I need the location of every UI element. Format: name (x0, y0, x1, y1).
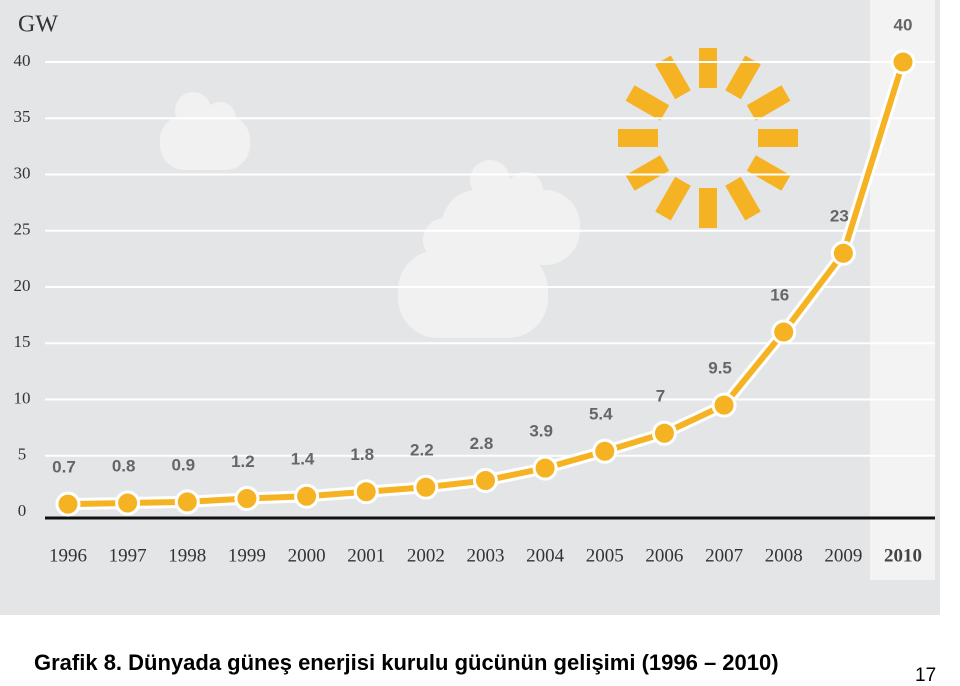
x-tick-label: 2005 (586, 545, 624, 566)
x-tick-label: 2010 (884, 545, 922, 566)
point (771, 319, 797, 345)
y-tick-label: 5 (18, 445, 27, 464)
point (115, 490, 141, 516)
point (353, 479, 379, 505)
x-tick-label: 1998 (168, 545, 206, 566)
value-label: 9.5 (708, 359, 732, 378)
point (592, 438, 618, 464)
point (711, 392, 737, 418)
y-tick-label: 10 (14, 388, 31, 407)
page-number: 17 (915, 665, 936, 686)
point (55, 491, 81, 517)
point (473, 468, 498, 493)
value-label: 1.2 (231, 452, 255, 471)
point (890, 49, 916, 75)
point (651, 420, 677, 446)
value-label: 7 (656, 387, 665, 406)
value-label: 0.7 (52, 458, 76, 477)
x-tick-label: 2006 (645, 545, 683, 566)
point (294, 483, 320, 509)
value-label: 2.8 (470, 434, 494, 453)
y-axis-label: GW (18, 12, 58, 38)
caption: Grafik 8. Dünyada güneş enerjisi kurulu … (34, 650, 779, 675)
x-tick-label: 1999 (228, 545, 266, 566)
value-label: 5.4 (589, 405, 613, 424)
y-tick-label: 40 (14, 51, 31, 70)
point (413, 474, 439, 500)
value-label: 0.8 (112, 456, 136, 475)
value-label: 16 (770, 285, 789, 304)
point (174, 489, 200, 515)
value-label: 1.8 (350, 445, 374, 464)
x-tick-label: 2004 (526, 545, 565, 566)
x-tick-label: 2007 (705, 545, 743, 566)
y-tick-label: 15 (14, 332, 31, 351)
x-tick-label: 2002 (407, 545, 445, 566)
sun (618, 48, 798, 228)
x-tick-label: 2009 (824, 545, 862, 566)
x-tick-label: 1996 (49, 545, 87, 566)
x-tick-label: 2000 (288, 545, 326, 566)
y-tick-label: 35 (14, 107, 31, 126)
value-label: 23 (830, 207, 849, 226)
x-tick-label: 1997 (109, 545, 147, 566)
y-tick-label: 30 (14, 163, 31, 182)
y-tick-label: 20 (14, 276, 31, 295)
highlight-column (870, 0, 935, 580)
value-label: 0.9 (171, 455, 195, 474)
y-tick-label: 0 (18, 501, 27, 520)
x-tick-label: 2003 (467, 545, 505, 566)
clouds (160, 92, 580, 338)
value-label: 3.9 (529, 422, 553, 441)
value-label: 1.4 (291, 450, 315, 469)
point (234, 486, 260, 511)
value-label: 40 (894, 15, 913, 34)
value-label: 2.2 (410, 441, 434, 460)
y-tick-label: 25 (14, 220, 31, 239)
x-tick-label: 2001 (347, 545, 385, 566)
x-tick-label: 2008 (765, 545, 803, 566)
point (830, 240, 856, 266)
point (532, 455, 558, 481)
